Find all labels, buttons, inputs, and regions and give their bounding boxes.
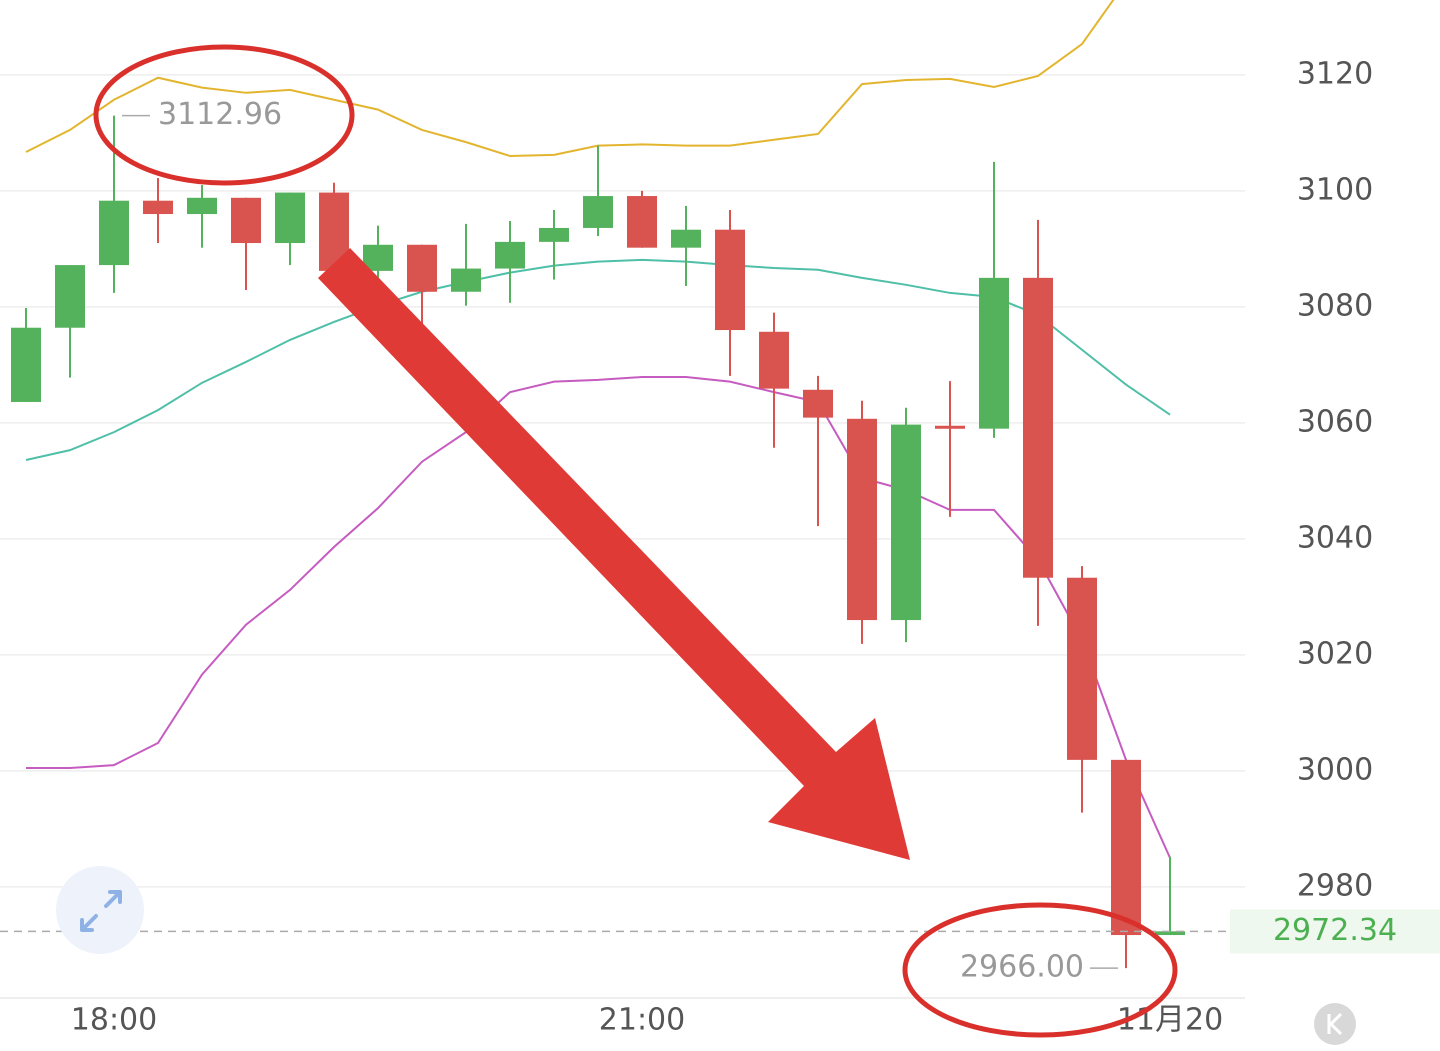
candle-body [671,229,701,248]
candle-body [583,196,613,228]
last-price-box [1230,909,1440,954]
y-tick-label: 2980 [1297,868,1373,903]
y-tick-label: 3060 [1297,404,1373,439]
highlight-ellipse [902,902,1178,1038]
kline-button[interactable] [1314,1003,1356,1045]
low-label: 2966.00 [960,950,1084,985]
labels: 2980 3000 3020 3040 3060 3080 3100 3120 18:00 21:… [0,56,1440,1038]
y-tick-label: 3020 [1297,636,1373,671]
candle-body [143,200,173,215]
candle-body [11,327,41,402]
candle-body [847,418,877,621]
y-tick-label: 3080 [1297,288,1373,323]
indicator-line [26,376,1171,859]
candle-body [1155,931,1185,936]
candle-body [231,197,261,244]
candle-body [627,196,657,248]
indicator-line [25,0,1115,158]
grid [0,74,1245,888]
candle-body [1067,577,1097,760]
expand-icon[interactable] [56,866,144,954]
x-tick-label: 18:00 [71,1003,157,1038]
candle-body [275,192,305,244]
candle-body [715,229,745,331]
trend-arrow [318,248,910,860]
x-tick-label: 21:00 [599,1003,685,1038]
candle-body [759,331,789,389]
x-tick-label: 11月20 [1117,1003,1223,1038]
candle-body [803,389,833,418]
candle-body [979,277,1009,429]
candle-body [539,227,569,242]
candle-body [1023,277,1053,578]
candle-body [1111,759,1141,936]
y-tick-label: 3040 [1297,520,1373,555]
candles [11,115,1185,969]
y-tick-label: 3100 [1297,172,1373,207]
candle-body [935,425,965,429]
candle-body [99,200,129,266]
high-label: 3112.96 [158,97,282,132]
candle-body [451,268,481,292]
candle-body [55,265,85,328]
y-tick-label: 3120 [1297,56,1373,91]
last-price-label: 2972.34 [1273,913,1397,948]
candle-body [495,241,525,269]
candle-body [891,424,921,621]
candle-body [407,244,437,292]
highlight-ellipse [93,44,355,186]
candle-body [363,244,393,271]
y-tick-label: 3000 [1297,752,1373,787]
candle-body [187,197,217,215]
